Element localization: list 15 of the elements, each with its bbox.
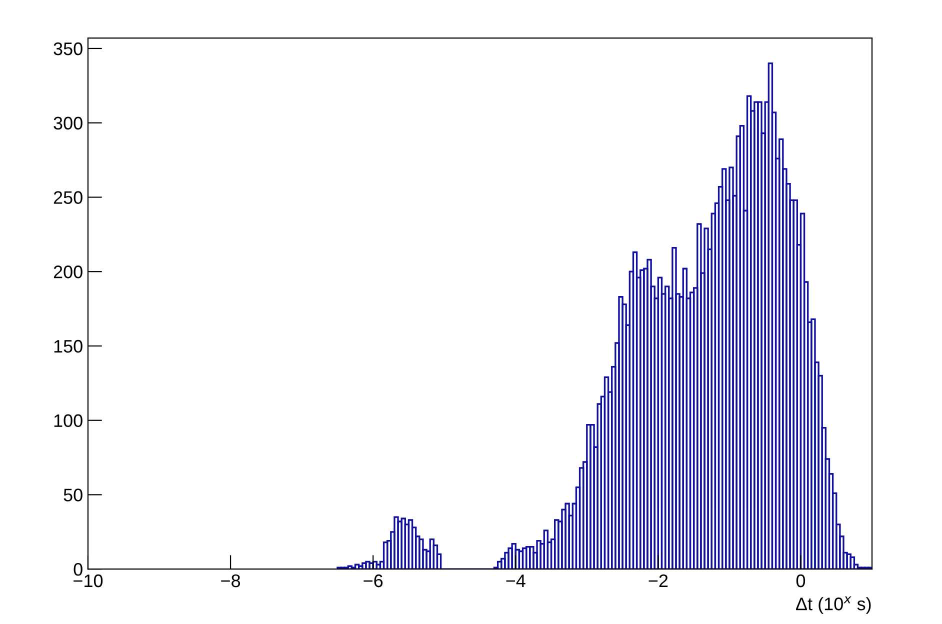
x-tick-label: −4 [506,574,526,588]
y-tick-label: 350 [54,42,82,56]
y-tick-label: 100 [54,414,82,428]
x-tick-label: 0 [796,574,806,588]
y-tick-label: 300 [54,116,82,130]
x-tick-label: −8 [221,574,240,588]
y-tick-label: 250 [54,191,82,204]
y-tick-label: 150 [54,340,82,353]
x-tick-label: −10 [74,574,103,588]
x-axis-title: Δt (10$^{x}$ s) [796,596,871,614]
y-tick-label: 200 [54,266,82,278]
y-tick-label: 50 [64,488,82,502]
y-tick-label: 0 [74,563,82,576]
x-tick-label: −2 [648,574,668,588]
x-tick-label: −6 [364,574,383,588]
